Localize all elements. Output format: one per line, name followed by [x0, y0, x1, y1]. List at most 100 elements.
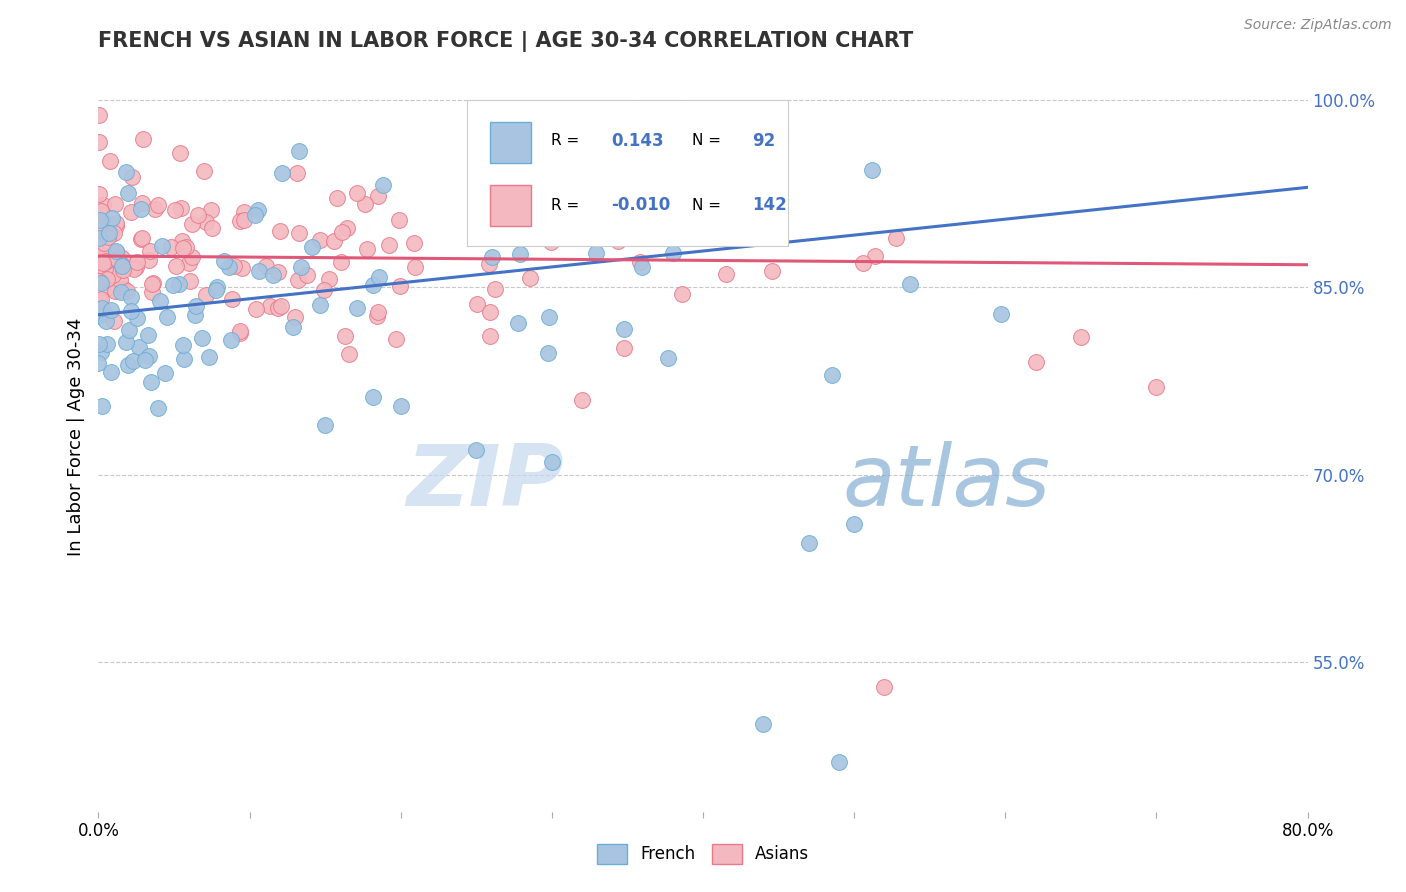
Point	[195, 287, 218, 301]
Point	[172, 241, 194, 255]
Point	[127, 311, 149, 326]
Point	[162, 278, 184, 293]
Point	[97, 281, 120, 295]
Point	[131, 132, 153, 146]
Point	[90, 301, 112, 315]
Point	[367, 305, 389, 319]
Point	[404, 260, 426, 274]
Point	[90, 292, 112, 306]
Point	[103, 227, 125, 241]
Point	[346, 301, 368, 316]
Point	[104, 285, 127, 299]
Point	[110, 285, 132, 300]
Point	[361, 277, 384, 292]
Point	[94, 254, 117, 268]
Point	[172, 337, 194, 351]
Point	[93, 235, 115, 250]
Text: FRENCH VS ASIAN IN LABOR FORCE | AGE 30-34 CORRELATION CHART: FRENCH VS ASIAN IN LABOR FORCE | AGE 30-…	[98, 31, 914, 53]
Point	[537, 168, 560, 182]
Point	[266, 301, 288, 315]
Point	[87, 293, 110, 308]
Point	[87, 231, 110, 245]
Point	[366, 310, 388, 324]
Point	[155, 310, 177, 324]
Point	[174, 239, 197, 253]
Point	[384, 332, 406, 346]
Point	[149, 293, 172, 308]
Point	[131, 202, 153, 217]
Point	[122, 354, 145, 368]
Point	[121, 170, 143, 185]
Point	[94, 314, 117, 328]
Point	[94, 307, 117, 321]
Point	[479, 329, 502, 343]
Point	[851, 256, 873, 270]
Point	[131, 230, 153, 244]
Point	[139, 375, 162, 389]
Point	[200, 202, 222, 217]
Point	[191, 331, 214, 345]
Point	[259, 299, 281, 313]
Point	[229, 324, 252, 338]
Point	[247, 264, 270, 278]
Point	[96, 250, 118, 264]
Point	[103, 313, 125, 327]
Point	[89, 274, 111, 288]
Point	[87, 356, 110, 370]
Point	[613, 321, 636, 335]
Point	[723, 211, 745, 225]
Point	[671, 287, 693, 301]
Point	[585, 245, 607, 260]
Point	[619, 223, 641, 237]
Point	[97, 230, 120, 244]
Point	[506, 316, 529, 330]
Legend: French, Asians: French, Asians	[591, 838, 815, 871]
Point	[844, 517, 866, 532]
Point	[301, 240, 323, 254]
Point	[662, 245, 685, 260]
Text: atlas: atlas	[842, 441, 1050, 524]
Point	[1024, 355, 1046, 369]
Point	[122, 261, 145, 276]
Point	[537, 310, 560, 324]
Point	[120, 205, 142, 219]
Point	[519, 271, 541, 285]
Point	[114, 335, 136, 350]
Point	[87, 135, 110, 149]
Point	[232, 205, 254, 219]
Point	[657, 351, 679, 366]
Point	[478, 257, 501, 271]
Point	[330, 226, 353, 240]
Point	[537, 203, 560, 218]
Point	[990, 307, 1012, 321]
Point	[645, 215, 668, 229]
Point	[91, 256, 114, 270]
Point	[146, 401, 169, 416]
Point	[138, 349, 160, 363]
Point	[285, 166, 308, 180]
Point	[138, 253, 160, 268]
Point	[89, 250, 111, 264]
Point	[309, 298, 332, 312]
Point	[173, 352, 195, 367]
Point	[337, 347, 360, 361]
Point	[540, 235, 562, 249]
Point	[537, 346, 560, 360]
Point	[105, 245, 128, 260]
Point	[124, 260, 146, 275]
Point	[884, 231, 907, 245]
Point	[138, 328, 160, 343]
Point	[169, 146, 191, 161]
Point	[115, 284, 138, 298]
Point	[87, 337, 110, 351]
Point	[94, 261, 117, 276]
Text: ZIP: ZIP	[406, 441, 564, 524]
Point	[117, 358, 139, 372]
Point	[378, 238, 401, 252]
Point	[266, 265, 288, 279]
Point	[467, 296, 489, 310]
Point	[356, 242, 378, 256]
Point	[91, 214, 114, 228]
Point	[93, 198, 115, 212]
Point	[761, 264, 783, 278]
